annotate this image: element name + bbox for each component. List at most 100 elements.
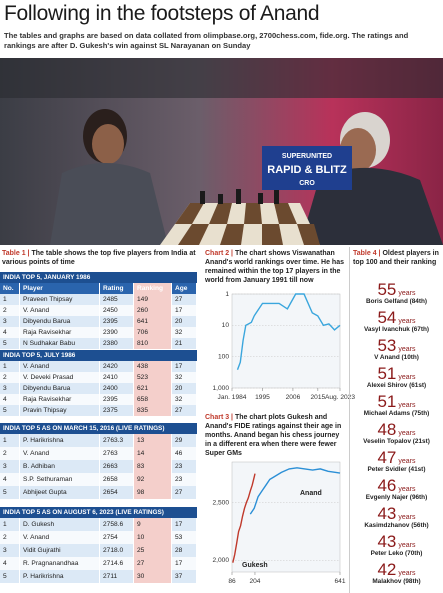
table-cell: 5 [0, 570, 20, 583]
age-unit: years [398, 290, 416, 297]
table-cell: 25 [134, 544, 172, 557]
table-cell: 27 [134, 557, 172, 570]
table-cell: 1 [0, 361, 20, 372]
table-cell: 5 [0, 486, 20, 499]
age: 48 [377, 420, 397, 439]
age-line: 51 years [350, 392, 443, 412]
table-cell: V. Anand [20, 361, 100, 372]
player-entry: 53 years V Anand (10th) [350, 336, 443, 361]
table-row: 5 P. Harikrishna 2711 30 37 [0, 570, 197, 583]
player-name: Peter Svidler (41st) [367, 466, 426, 473]
player-entry: 51 years Alexei Shirov (61st) [350, 364, 443, 389]
age-unit: years [398, 402, 416, 409]
table-cell: 706 [134, 327, 172, 338]
age-unit: years [398, 458, 416, 465]
age-line: 46 years [350, 476, 443, 496]
player-name: Kasimdzhanov (56th) [364, 522, 429, 529]
table-cell: 32 [172, 372, 197, 383]
table-cell: N Sudhakar Babu [20, 338, 100, 349]
player-name: Boris Gelfand (84th) [365, 298, 428, 305]
banner-text: CRO [299, 180, 315, 187]
table-cell: 3 [0, 383, 20, 394]
age-unit: years [398, 318, 416, 325]
table-row: 2 V. Deveki Prasad 2410 523 32 [0, 372, 197, 383]
table-cell: 2711 [100, 570, 134, 583]
column-header: Ranking [134, 283, 172, 294]
table-row: 2 V. Anand 2450 260 17 [0, 305, 197, 316]
table-row: 4 Raja Ravisekhar 2395 658 32 [0, 394, 197, 405]
player-name: Malakhov (98th) [372, 578, 421, 585]
table-cell: 1 [0, 518, 20, 531]
divider [349, 247, 350, 593]
table-cell: 149 [134, 294, 172, 305]
table-cell: 835 [134, 405, 172, 416]
table-cell: 810 [134, 338, 172, 349]
table-cell: 2380 [100, 338, 134, 349]
page-subtitle: The tables and graphs are based on data … [4, 31, 409, 50]
table-cell: 32 [172, 327, 197, 338]
banner-text: SUPERUNITED [282, 153, 332, 160]
table-cell: 17 [172, 305, 197, 316]
table-cell: 523 [134, 372, 172, 383]
table-cell: 23 [172, 460, 197, 473]
age: 43 [377, 504, 397, 523]
player-entry: 51 years Michael Adams (75th) [350, 392, 443, 417]
table-cell: 20 [172, 316, 197, 327]
player-entry: 43 years Kasimdzhanov (56th) [350, 504, 443, 529]
table-cell: 4 [0, 394, 20, 405]
table-row: 3 Vidit Gujrathi 2718.0 25 28 [0, 544, 197, 557]
table-cell: 92 [134, 473, 172, 486]
table-cell: V. Anand [20, 447, 100, 460]
caption-label: Chart 3 | [205, 414, 234, 421]
age: 53 [377, 336, 397, 355]
age-line: 51 years [350, 364, 443, 384]
age-unit: years [398, 430, 416, 437]
section-title: INDIA TOP 5 AS ON MARCH 15, 2016 (LIVE R… [0, 423, 197, 434]
player-entry: 46 years Evgenly Najer (96th) [350, 476, 443, 501]
table-cell: V. Anand [20, 531, 100, 544]
age-unit: years [398, 374, 416, 381]
table-cell: B. Adhiban [20, 460, 100, 473]
table-row: 5 Abhijeet Gupta 2654 98 27 [0, 486, 197, 499]
table-cell: 2420 [100, 361, 134, 372]
table-cell: Vidit Gujrathi [20, 544, 100, 557]
table-cell: 23 [172, 473, 197, 486]
table-cell: 1 [0, 294, 20, 305]
age-line: 47 years [350, 448, 443, 468]
table-cell: Abhijeet Gupta [20, 486, 100, 499]
chessboard-squares [175, 203, 320, 245]
age-line: 43 years [350, 504, 443, 524]
age-line: 53 years [350, 336, 443, 356]
header-row: No. Player Rating Ranking Age [0, 283, 197, 294]
table-cell: 4 [0, 473, 20, 486]
table-cell: 2763.3 [100, 434, 134, 447]
section-title: INDIA TOP 5 AS ON AUGUST 6, 2023 (LIVE R… [0, 507, 197, 518]
table-cell: 658 [134, 394, 172, 405]
table-row: 1 Praveen Thipsay 2485 149 27 [0, 294, 197, 305]
table-cell: Dibyendu Barua [20, 316, 100, 327]
table-row: 4 S.P. Sethuraman 2658 92 23 [0, 473, 197, 486]
table-cell: 2763 [100, 447, 134, 460]
table-cell: 32 [172, 394, 197, 405]
table-cell: 2663 [100, 460, 134, 473]
table-cell: 2375 [100, 405, 134, 416]
table-cell: 2 [0, 305, 20, 316]
age-line: 55 years [350, 280, 443, 300]
table-row: 3 Dibyendu Barua 2400 621 20 [0, 383, 197, 394]
table-cell: Dibyendu Barua [20, 383, 100, 394]
age-line: 42 years [350, 560, 443, 580]
table-row: 2 V. Anand 2763 14 46 [0, 447, 197, 460]
caption-text: Oldest players in top 100 and their rank… [353, 250, 439, 266]
table-cell: 260 [134, 305, 172, 316]
table1: INDIA TOP 5, JANUARY 1986 No. Player Rating… [0, 0, 197, 593]
table-cell: Raja Ravisekhar [20, 394, 100, 405]
table-row: 5 Pravin Thipsay 2375 835 27 [0, 405, 197, 416]
table-cell: 3 [0, 544, 20, 557]
player-name: Peter Leko (70th) [370, 550, 423, 557]
table-cell: 2 [0, 372, 20, 383]
table-cell: 2658 [100, 473, 134, 486]
table-cell: 2390 [100, 327, 134, 338]
table-cell: 2450 [100, 305, 134, 316]
chart2-caption: Chart 2 | The chart shows Viswanathan An… [205, 249, 345, 285]
